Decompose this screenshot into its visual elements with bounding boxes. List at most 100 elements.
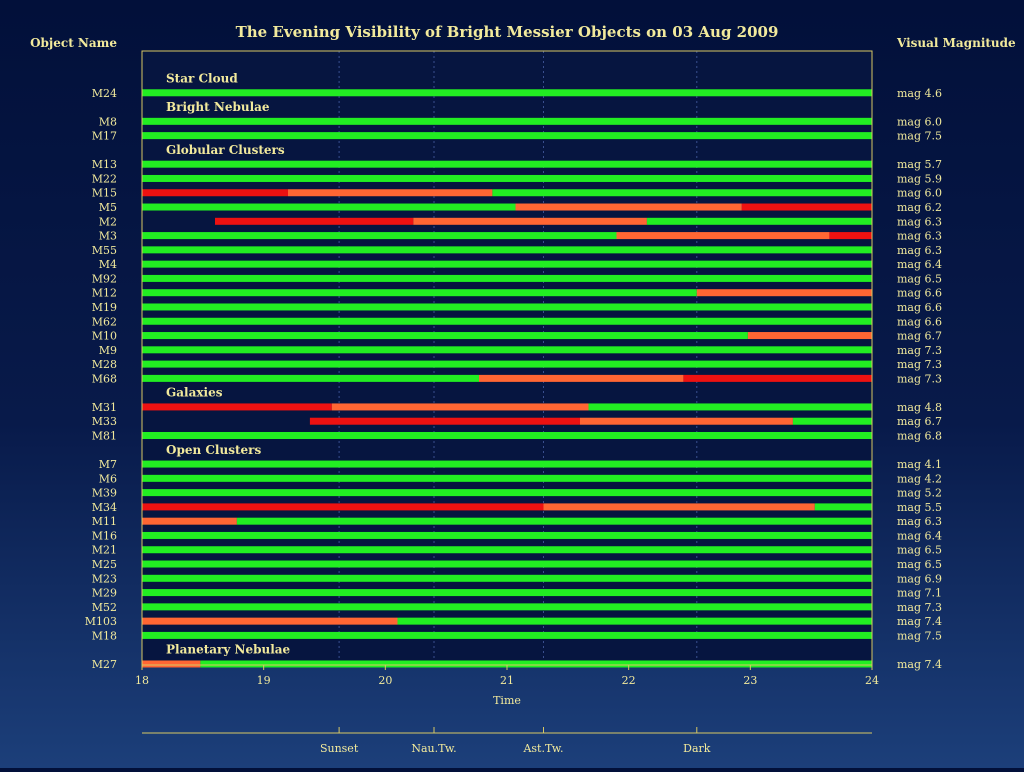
object-name: M17 <box>92 130 117 143</box>
object-magnitude: mag 5.2 <box>897 487 942 500</box>
x-tick-label: 22 <box>622 674 636 687</box>
object-name: M81 <box>92 430 117 443</box>
object-magnitude: mag 6.3 <box>897 215 942 228</box>
visibility-segment <box>747 332 872 340</box>
object-magnitude: mag 4.8 <box>897 401 942 414</box>
twilight-label: Dark <box>683 742 711 755</box>
visibility-segment <box>142 260 872 268</box>
visibility-segment <box>288 189 493 197</box>
visibility-segment <box>142 460 872 468</box>
group-header: Galaxies <box>166 386 223 400</box>
visibility-segment <box>741 203 872 211</box>
group-header: Bright Nebulae <box>166 100 270 114</box>
visibility-segment <box>543 503 815 511</box>
visibility-segment <box>814 503 872 511</box>
object-magnitude: mag 5.9 <box>897 172 942 185</box>
x-axis: 18 19 20 21 22 23 24 <box>135 665 879 687</box>
object-magnitude: mag 7.1 <box>897 587 942 600</box>
object-name: M18 <box>92 629 117 642</box>
visibility-segment <box>142 474 872 482</box>
visibility-segment <box>142 189 288 197</box>
object-name: M34 <box>92 501 117 514</box>
visual-magnitude-header: Visual Magnitude <box>896 36 1016 50</box>
object-name-header: Object Name <box>30 36 117 50</box>
visibility-segment <box>696 289 872 297</box>
visibility-segment <box>142 603 872 611</box>
visibility-segment <box>331 403 589 411</box>
visibility-segment <box>829 232 872 240</box>
object-name: M3 <box>99 230 117 243</box>
visibility-segment <box>413 217 647 225</box>
visibility-segment <box>142 531 872 539</box>
visibility-segment <box>580 417 793 425</box>
visibility-segment <box>142 346 872 354</box>
twilight-label: Nau.Tw. <box>411 742 456 755</box>
object-name: M4 <box>99 258 117 271</box>
object-name: M16 <box>92 529 117 542</box>
object-magnitude: mag 5.5 <box>897 501 942 514</box>
object-magnitude: mag 6.6 <box>897 301 942 314</box>
object-name: M68 <box>92 372 117 385</box>
visibility-segment <box>142 203 516 211</box>
object-name: M15 <box>92 187 117 200</box>
object-magnitude: mag 6.6 <box>897 315 942 328</box>
object-name: M10 <box>92 330 117 343</box>
visibility-segment <box>142 631 872 639</box>
object-magnitude: mag 7.5 <box>897 130 942 143</box>
object-magnitude: mag 7.3 <box>897 372 942 385</box>
object-name: M8 <box>99 115 117 128</box>
object-magnitude: mag 5.7 <box>897 158 942 171</box>
object-name: M39 <box>92 487 117 500</box>
object-magnitude: mag 6.8 <box>897 430 942 443</box>
visibility-segment <box>142 332 748 340</box>
object-name: M31 <box>92 401 117 414</box>
chart-title: The Evening Visibility of Bright Messier… <box>236 23 779 41</box>
visibility-segment <box>397 617 872 625</box>
visibility-segment <box>142 117 872 125</box>
object-magnitude: mag 4.1 <box>897 458 942 471</box>
group-header: Star Cloud <box>166 72 238 86</box>
object-name: M33 <box>92 415 117 428</box>
object-magnitude: mag 6.3 <box>897 230 942 243</box>
object-magnitude: mag 6.7 <box>897 415 942 428</box>
object-magnitude: mag 6.5 <box>897 558 942 571</box>
visibility-segment <box>142 360 872 368</box>
visibility-segment <box>142 232 617 240</box>
visibility-segment <box>646 217 872 225</box>
object-name: M19 <box>92 301 117 314</box>
visibility-segment <box>215 217 414 225</box>
object-name: M28 <box>92 358 117 371</box>
object-magnitude: mag 4.2 <box>897 472 942 485</box>
object-name: M29 <box>92 587 117 600</box>
visibility-segment <box>142 317 872 325</box>
x-axis-label: Time <box>493 694 521 707</box>
group-header: Globular Clusters <box>166 143 285 157</box>
visibility-segment <box>142 617 398 625</box>
object-name: M24 <box>92 87 117 100</box>
object-magnitude: mag 6.5 <box>897 272 942 285</box>
visibility-segment <box>142 274 872 282</box>
object-name: M9 <box>99 344 117 357</box>
visibility-segment <box>142 517 237 525</box>
visibility-segment <box>142 660 201 668</box>
object-magnitude: mag 7.5 <box>897 629 942 642</box>
visibility-segment <box>142 374 480 382</box>
visibility-segment <box>236 517 872 525</box>
object-magnitude: mag 6.9 <box>897 572 942 585</box>
x-tick-label: 23 <box>743 674 757 687</box>
object-magnitude: mag 6.3 <box>897 515 942 528</box>
object-name: M12 <box>92 287 117 300</box>
visibility-segment <box>683 374 872 382</box>
object-name: M62 <box>92 315 117 328</box>
visibility-segment <box>142 403 332 411</box>
visibility-segment <box>792 417 872 425</box>
object-name: M22 <box>92 172 117 185</box>
object-name: M92 <box>92 272 117 285</box>
visibility-segment <box>492 189 872 197</box>
visibility-segment <box>142 246 872 254</box>
visibility-segment <box>142 174 872 182</box>
object-magnitude: mag 7.3 <box>897 344 942 357</box>
visibility-segment <box>142 589 872 597</box>
x-tick-label: 19 <box>257 674 271 687</box>
